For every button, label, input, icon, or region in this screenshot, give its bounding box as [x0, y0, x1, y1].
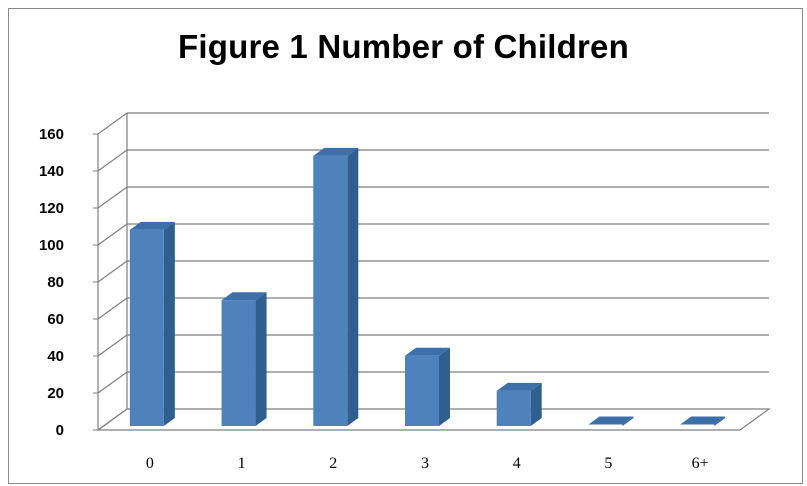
bar-side — [347, 147, 359, 426]
x-tick-label: 2 — [329, 455, 337, 472]
x-tick-label: 5 — [604, 455, 612, 472]
y-tick-label: 160 — [39, 126, 64, 143]
x-axis: 0 1 2 3 4 5 6+ — [146, 455, 709, 472]
x-tick-label: 1 — [238, 455, 246, 472]
bar — [405, 347, 450, 426]
bar — [680, 416, 726, 426]
chart-floor — [96, 408, 771, 431]
y-tick-label: 120 — [39, 200, 64, 217]
y-tick-label: 40 — [47, 348, 64, 365]
bar-top — [129, 221, 175, 230]
y-tick-label: 0 — [56, 422, 64, 439]
chart-title: Figure 1 Number of Children — [178, 28, 629, 65]
x-tick-label: 3 — [421, 455, 429, 472]
gridline-side — [97, 149, 128, 172]
y-axis: 0 20 40 60 80 100 120 140 160 — [39, 126, 98, 439]
bar-front — [405, 355, 439, 426]
gridline-side — [97, 297, 128, 320]
bar — [496, 382, 542, 426]
y-tick-label: 100 — [39, 237, 64, 254]
bar-top — [588, 416, 634, 425]
bar-top — [221, 292, 267, 301]
x-tick-label: 4 — [513, 455, 521, 472]
x-tick-label: 0 — [146, 455, 154, 472]
gridline-side — [97, 223, 128, 246]
gridline-side — [97, 260, 128, 283]
bar-side — [163, 221, 175, 426]
bar — [221, 292, 267, 426]
bar-top — [313, 147, 359, 156]
bar — [588, 416, 634, 426]
bar-top — [405, 347, 450, 356]
y-tick-label: 80 — [47, 274, 64, 291]
bar-side — [530, 382, 542, 426]
bar-side — [714, 416, 726, 426]
y-tick-label: 20 — [47, 385, 64, 402]
bar-side — [255, 292, 267, 426]
bar-front — [496, 390, 531, 426]
bar-top — [680, 416, 726, 425]
gridline-side — [97, 371, 128, 394]
gridline-side — [97, 334, 128, 357]
bar-side — [622, 416, 634, 426]
bar-front — [313, 155, 348, 426]
bar-top — [496, 382, 542, 391]
gridline-side — [97, 112, 128, 135]
bar-side — [439, 347, 450, 426]
bar-front — [221, 300, 256, 426]
bar — [129, 221, 175, 426]
x-tick-label: 6+ — [692, 455, 709, 472]
bar-front — [129, 229, 164, 426]
y-tick-label: 60 — [47, 311, 64, 328]
bars — [129, 147, 726, 426]
y-tick-label: 140 — [39, 163, 64, 180]
bar — [313, 147, 359, 426]
gridline-side — [97, 186, 128, 209]
